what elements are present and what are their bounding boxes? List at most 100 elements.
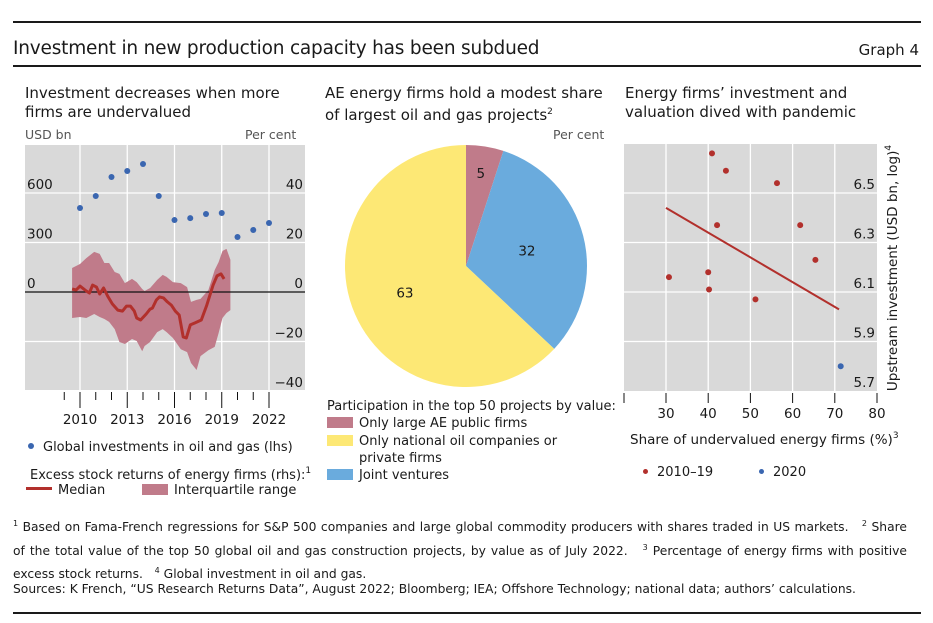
title-rule — [13, 65, 921, 67]
middle-legend-item-jv: Joint ventures — [327, 468, 449, 483]
left-y-tick-label: 0 — [27, 276, 36, 292]
footnote-4: Global investment in oil and gas. — [163, 567, 367, 581]
pie-value-label: 5 — [476, 166, 485, 182]
right-title-line2: valuation dived with pandemic — [625, 103, 857, 121]
investment-dot — [234, 234, 241, 241]
footnote-1-marker: 1 — [13, 519, 19, 528]
scatter-x-tick-label: 30 — [657, 406, 674, 422]
investment-dots-group — [77, 160, 272, 241]
legend-swatch-blue-icon — [327, 469, 353, 480]
legend-swatch-yellow-icon — [327, 435, 353, 446]
scatter-xlabel-sup: 3 — [892, 431, 899, 441]
middle-title-sup: 2 — [547, 107, 553, 117]
middle-panel-title: AE energy firms hold a modest share of l… — [325, 84, 603, 125]
right-y-tick-label: −40 — [275, 375, 304, 391]
scatter-dot-2010-19 — [812, 256, 819, 263]
scatter-x-tick-label: 40 — [700, 406, 717, 422]
legend-iqr-label: Interquartile range — [174, 483, 297, 498]
left-y-tick-labels: 600 300 0 40 20 0 −20 −40 — [27, 177, 303, 391]
left-legend-iqr: Interquartile range — [142, 483, 296, 498]
investment-dot — [92, 192, 99, 199]
sources: Sources: K French, “US Research Returns … — [13, 582, 856, 596]
scatter-y-tick-label: 6.1 — [854, 276, 875, 292]
scatter-x-axis-label: Share of undervalued energy firms (%)3 — [630, 431, 899, 448]
legend-dot-blue-icon — [28, 443, 34, 449]
legend-dot-blue2-icon — [759, 469, 764, 474]
left-panel-title: Investment decreases when more firms are… — [25, 84, 280, 122]
footnotes: 1 Based on Fama-French regressions for S… — [13, 514, 907, 585]
left-unit-usd: USD bn — [25, 127, 72, 142]
right-y-tick-label: 40 — [286, 177, 303, 193]
scatter-legend-2010-19: 2010–19 — [643, 465, 713, 480]
pie-labels-group: 5 32 63 — [396, 166, 535, 302]
x-tick-label: 2022 — [252, 412, 286, 428]
middle-legend-item-noc-line2: private firms — [359, 451, 442, 466]
middle-title-line1: AE energy firms hold a modest share — [325, 84, 603, 102]
graph-number: Graph 4 — [858, 41, 919, 59]
legend-dots-label: Global investments in oil and gas (lhs) — [43, 440, 293, 455]
pie-slice-ae-firms — [466, 145, 504, 266]
scatter-y-tick-labels: 6.5 6.3 6.1 5.9 5.7 — [854, 177, 875, 391]
scatter-y-tick-label: 6.3 — [854, 227, 875, 243]
scatter-x-tick-label: 80 — [868, 406, 885, 422]
left-x-axis: 2010 2013 2016 2019 2022 — [63, 392, 286, 428]
left-legend-dots: Global investments in oil and gas (lhs) — [28, 440, 293, 455]
investment-dot — [124, 168, 131, 175]
investment-dot — [218, 209, 225, 216]
legend-label-ae: Only large AE public firms — [359, 416, 528, 431]
graph-title: Investment in new production capacity ha… — [13, 38, 540, 59]
legend-group-title-text: Excess stock returns of energy firms (rh… — [30, 468, 306, 483]
scatter-xlabel-text: Share of undervalued energy firms (%) — [630, 432, 893, 448]
footnote-1: Based on Fama-French regressions for S&P… — [22, 520, 849, 534]
legend-label-jv: Joint ventures — [359, 468, 449, 483]
scatter-ylabel-sup: 4 — [884, 145, 894, 151]
left-title-line2: firms are undervalued — [25, 103, 191, 121]
footnote-2-marker: 2 — [861, 519, 868, 528]
left-title-line1: Investment decreases when more — [25, 84, 280, 102]
investment-dot — [108, 173, 115, 180]
middle-legend-item-ae: Only large AE public firms — [327, 416, 527, 431]
scatter-dots-group — [665, 150, 844, 370]
scatter-y-tick-label: 6.5 — [854, 177, 875, 193]
investment-dot — [187, 215, 194, 222]
left-unit-percent: Per cent — [245, 127, 297, 142]
left-chart: 600 300 0 40 20 0 −20 −40 2010 2013 2016 2019 2022 — [25, 145, 305, 428]
left-legend-median: Median — [26, 483, 105, 498]
scatter-y-tick-label: 5.7 — [854, 375, 875, 391]
footnote-3: Percentage of energy firms with positive… — [13, 543, 907, 582]
pie-chart: 5 32 63 — [344, 145, 587, 388]
investment-dot — [171, 217, 178, 224]
x-tick-label: 2010 — [63, 412, 97, 428]
legend-label-2010-19: 2010–19 — [657, 465, 714, 480]
x-tick-label: 2016 — [157, 412, 191, 428]
bottom-rule — [13, 612, 921, 614]
scatter-dot-2010-19 — [797, 222, 804, 229]
right-panel-title: Energy firms’ investment and valuation d… — [625, 84, 856, 122]
investment-dot — [250, 226, 257, 233]
footnote-3-marker: 3 — [642, 542, 648, 552]
pie-value-label: 32 — [518, 243, 535, 259]
scatter-chart: 6.5 6.3 6.1 5.9 5.7 30 40 50 60 70 80 Upstream in… — [623, 144, 901, 422]
middle-legend-item-noc: Only national oil companies or — [327, 434, 557, 449]
scatter-dot-2020 — [837, 363, 844, 370]
legend-dot-red-icon — [643, 469, 648, 474]
scatter-dot-2010-19 — [708, 150, 715, 157]
right-y-tick-label: −20 — [275, 326, 304, 342]
legend-median-label: Median — [58, 483, 106, 498]
investment-dot — [155, 192, 162, 199]
scatter-dot-2010-19 — [705, 269, 712, 276]
scatter-x-axis: 30 40 50 60 70 80 — [623, 393, 886, 422]
scatter-gridlines — [624, 144, 877, 391]
middle-title-line2: of largest oil and gas projects2 — [325, 103, 603, 125]
left-y-tick-label: 600 — [27, 177, 53, 193]
footnote-2: Share of the total value of the top 50 g… — [13, 520, 907, 558]
left-plot-area — [25, 145, 305, 390]
pie-slices-group — [344, 145, 587, 388]
scatter-dot-2010-19 — [706, 286, 713, 293]
legend-median-line-icon — [26, 487, 52, 490]
scatter-dot-2010-19 — [752, 296, 759, 303]
legend-swatch-pink-icon — [327, 417, 353, 428]
scatter-y-axis-label: Upstream investment (USD bn, log)4 — [884, 145, 901, 392]
scatter-dot-2010-19 — [714, 222, 721, 229]
regression-line — [665, 206, 840, 311]
